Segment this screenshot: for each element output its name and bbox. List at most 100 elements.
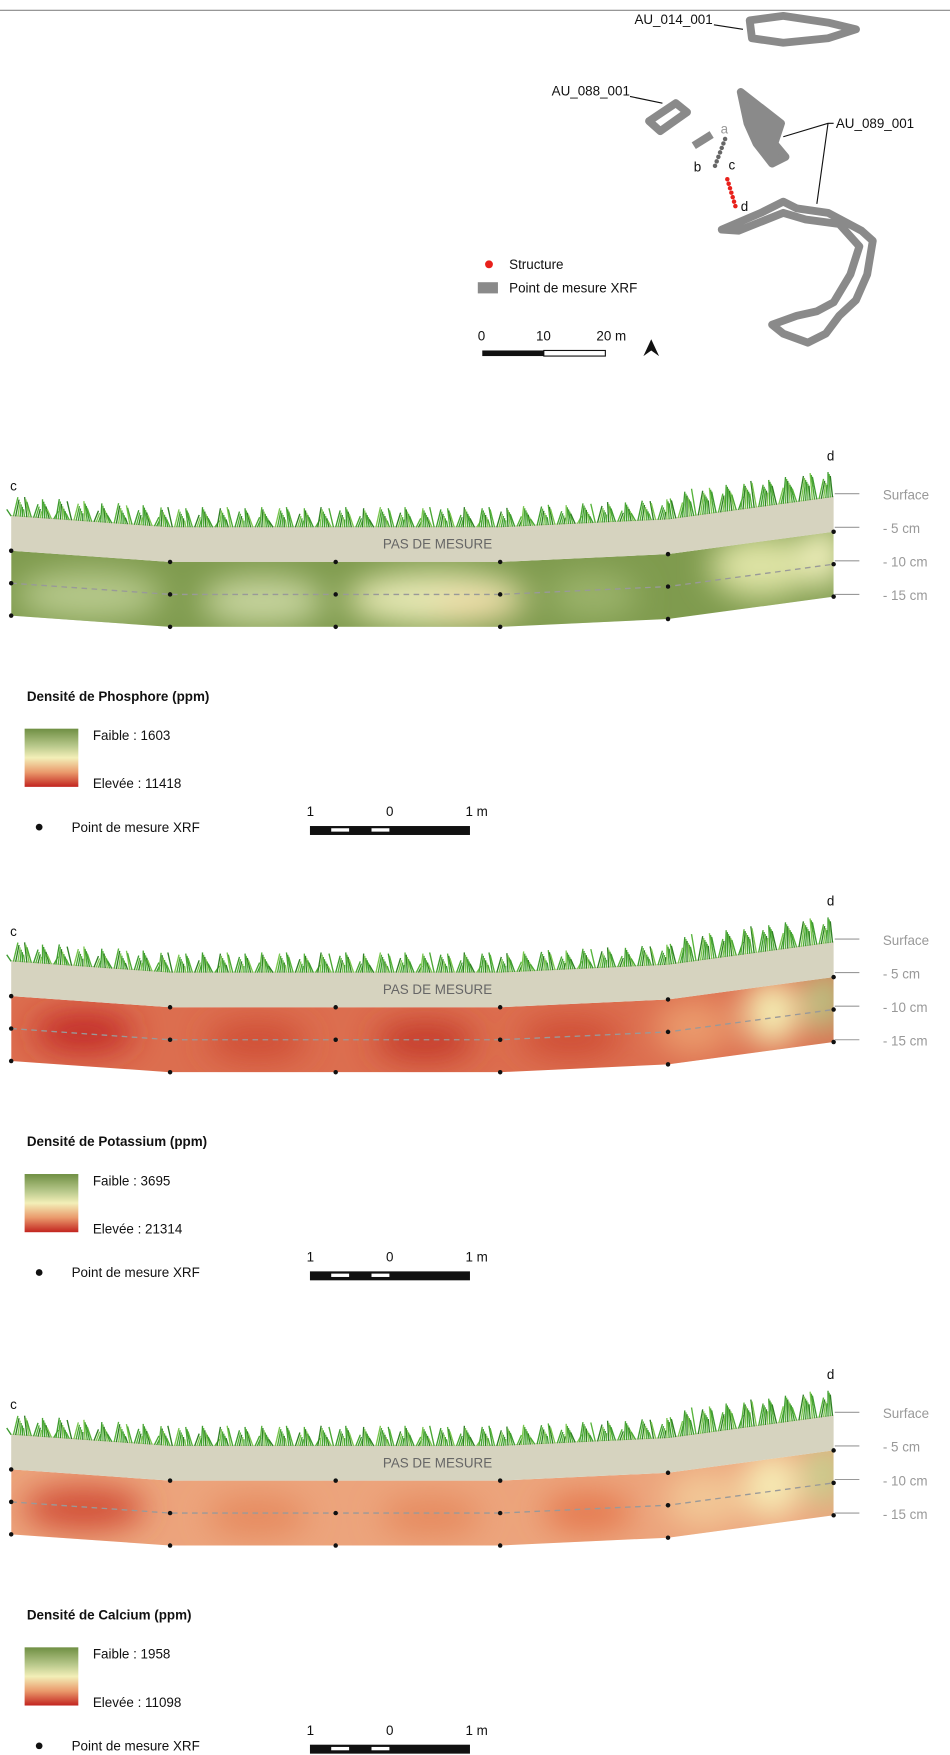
grass-blade	[709, 489, 715, 514]
grass-blade	[529, 963, 536, 972]
grass-blade	[825, 929, 828, 944]
grass-blade	[809, 473, 814, 500]
xrf-point	[497, 592, 503, 597]
grass-blade	[406, 511, 411, 528]
grass-blade	[751, 1401, 758, 1427]
grass-blade	[15, 1418, 20, 1436]
grass-blade	[687, 497, 690, 517]
grass-blade	[570, 1432, 576, 1443]
grass-blade	[659, 1425, 665, 1439]
map-label: AU_089_001	[836, 116, 914, 131]
xrf-point	[8, 548, 14, 554]
grass-blade	[578, 948, 584, 970]
grass-blade	[294, 513, 301, 528]
grass-blade	[487, 964, 491, 973]
xrf-point	[8, 1467, 14, 1472]
grass-blade	[445, 965, 449, 973]
grass-blade	[126, 952, 133, 971]
grass-blade	[75, 951, 81, 967]
grass-blade	[427, 1437, 433, 1447]
grass-blade	[339, 514, 344, 528]
grass-blade	[125, 505, 131, 525]
grass-blade	[800, 1396, 806, 1421]
grass-blade	[113, 948, 120, 969]
grass-blade	[265, 515, 270, 528]
grass-blade	[601, 510, 605, 523]
structure-dot	[727, 185, 733, 191]
point-label: d	[741, 199, 748, 214]
grass-blade	[708, 1406, 713, 1433]
scale-bar-segment	[331, 1746, 350, 1751]
grass-blade	[26, 946, 32, 964]
grass-blade	[218, 1429, 223, 1447]
grass-blade	[566, 952, 570, 970]
grass-blade	[764, 1409, 768, 1425]
scale-bar	[543, 349, 606, 357]
grass-blade	[751, 482, 758, 508]
xrf-point	[665, 1503, 671, 1508]
grass-blade	[583, 507, 586, 524]
grass-blade	[286, 954, 292, 973]
grass-blade	[321, 1430, 325, 1446]
grass-blade	[782, 1395, 787, 1423]
grass-blade	[789, 484, 793, 503]
grass-blade	[502, 518, 506, 528]
grass-blade	[770, 483, 775, 506]
grass-blade	[449, 1431, 455, 1447]
grass-blade	[480, 510, 485, 528]
grass-blade	[367, 962, 373, 973]
grass-blade	[502, 963, 506, 973]
grass-blade	[771, 485, 778, 505]
grass-blade	[66, 946, 73, 966]
grass-blade	[549, 1427, 556, 1444]
grass-blade	[782, 476, 787, 504]
grass-blade	[95, 958, 101, 968]
grass-blade	[301, 965, 304, 973]
grass-blade	[627, 506, 630, 522]
grass-blade	[556, 1429, 563, 1444]
grass-blade	[279, 512, 283, 528]
grass-blade	[445, 1439, 449, 1447]
grass-blade	[782, 922, 787, 950]
grass-blade	[308, 962, 314, 973]
grass-blade	[415, 1436, 422, 1447]
grass-blade	[509, 1432, 516, 1446]
grass-blade	[196, 516, 201, 528]
grass-blade	[427, 519, 433, 528]
grass-blade	[399, 517, 404, 528]
grass-blade	[113, 503, 120, 524]
grass-blade	[798, 921, 805, 948]
grass-blade	[820, 1399, 826, 1418]
grass-blade	[810, 1393, 816, 1419]
grass-blade	[462, 952, 466, 973]
scale-label: 0	[478, 329, 485, 344]
grass-blade	[375, 952, 382, 973]
grass-blade	[599, 507, 604, 523]
density-blob	[374, 1020, 476, 1062]
legend-point-label: Point de mesure XRF	[72, 1265, 200, 1280]
scale-label: 10	[536, 329, 551, 344]
grass-blade	[204, 1430, 207, 1446]
grass-blade	[234, 1430, 241, 1447]
grass-blade	[426, 517, 431, 528]
grass-blade	[224, 517, 227, 528]
grass-blade	[339, 1433, 344, 1447]
grass-blade	[771, 1404, 778, 1424]
grass-blade	[508, 957, 514, 973]
grass-blade	[467, 513, 471, 528]
grass-blade	[540, 956, 545, 971]
grass-blade	[623, 947, 627, 967]
grass-blade	[788, 482, 791, 503]
grass-blade	[226, 1425, 232, 1447]
grass-blade	[397, 1433, 403, 1447]
grass-blade	[205, 513, 209, 528]
grass-blade	[578, 503, 584, 524]
grass-blade	[163, 959, 167, 973]
grass-blade	[520, 951, 525, 972]
grass-blade	[689, 946, 695, 962]
grass-blade	[402, 1438, 405, 1447]
grass-blade	[145, 1430, 151, 1445]
grass-blade	[500, 1434, 505, 1447]
grass-blade	[610, 1426, 617, 1441]
grass-blade	[279, 1431, 283, 1447]
